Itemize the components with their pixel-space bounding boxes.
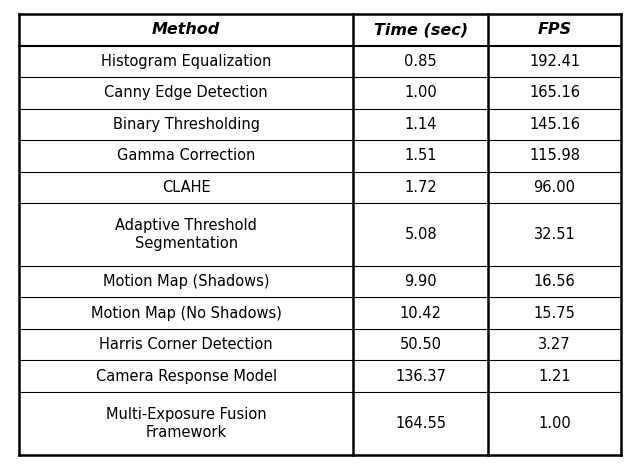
Text: Motion Map (No Shadows): Motion Map (No Shadows) [91,306,282,321]
Text: Multi-Exposure Fusion
Framework: Multi-Exposure Fusion Framework [106,407,266,440]
Text: 192.41: 192.41 [529,54,580,69]
Text: 32.51: 32.51 [534,227,575,242]
Text: Gamma Correction: Gamma Correction [117,148,255,163]
Text: FPS: FPS [538,23,572,38]
Text: Method: Method [152,23,220,38]
Text: 50.50: 50.50 [400,337,442,352]
Text: Adaptive Threshold
Segmentation: Adaptive Threshold Segmentation [115,218,257,251]
Text: 9.90: 9.90 [404,274,437,289]
Text: Camera Response Model: Camera Response Model [95,369,276,384]
Text: 1.72: 1.72 [404,180,437,195]
Text: 1.00: 1.00 [404,85,437,100]
Text: 1.51: 1.51 [404,148,437,163]
Text: 1.21: 1.21 [538,369,571,384]
Text: 3.27: 3.27 [538,337,571,352]
Text: CLAHE: CLAHE [162,180,211,195]
Text: Canny Edge Detection: Canny Edge Detection [104,85,268,100]
Text: Binary Thresholding: Binary Thresholding [113,117,260,132]
Text: Histogram Equalization: Histogram Equalization [101,54,271,69]
Text: 145.16: 145.16 [529,117,580,132]
Text: Motion Map (Shadows): Motion Map (Shadows) [103,274,269,289]
Text: 10.42: 10.42 [400,306,442,321]
Text: 1.14: 1.14 [404,117,437,132]
Text: 15.75: 15.75 [534,306,575,321]
Text: 96.00: 96.00 [534,180,575,195]
Text: 136.37: 136.37 [396,369,446,384]
Text: 1.00: 1.00 [538,416,571,431]
Text: 115.98: 115.98 [529,148,580,163]
Text: Harris Corner Detection: Harris Corner Detection [99,337,273,352]
Text: Time (sec): Time (sec) [374,23,468,38]
Text: 0.85: 0.85 [404,54,437,69]
Text: 164.55: 164.55 [396,416,446,431]
Text: 165.16: 165.16 [529,85,580,100]
Text: 16.56: 16.56 [534,274,575,289]
Text: 5.08: 5.08 [404,227,437,242]
